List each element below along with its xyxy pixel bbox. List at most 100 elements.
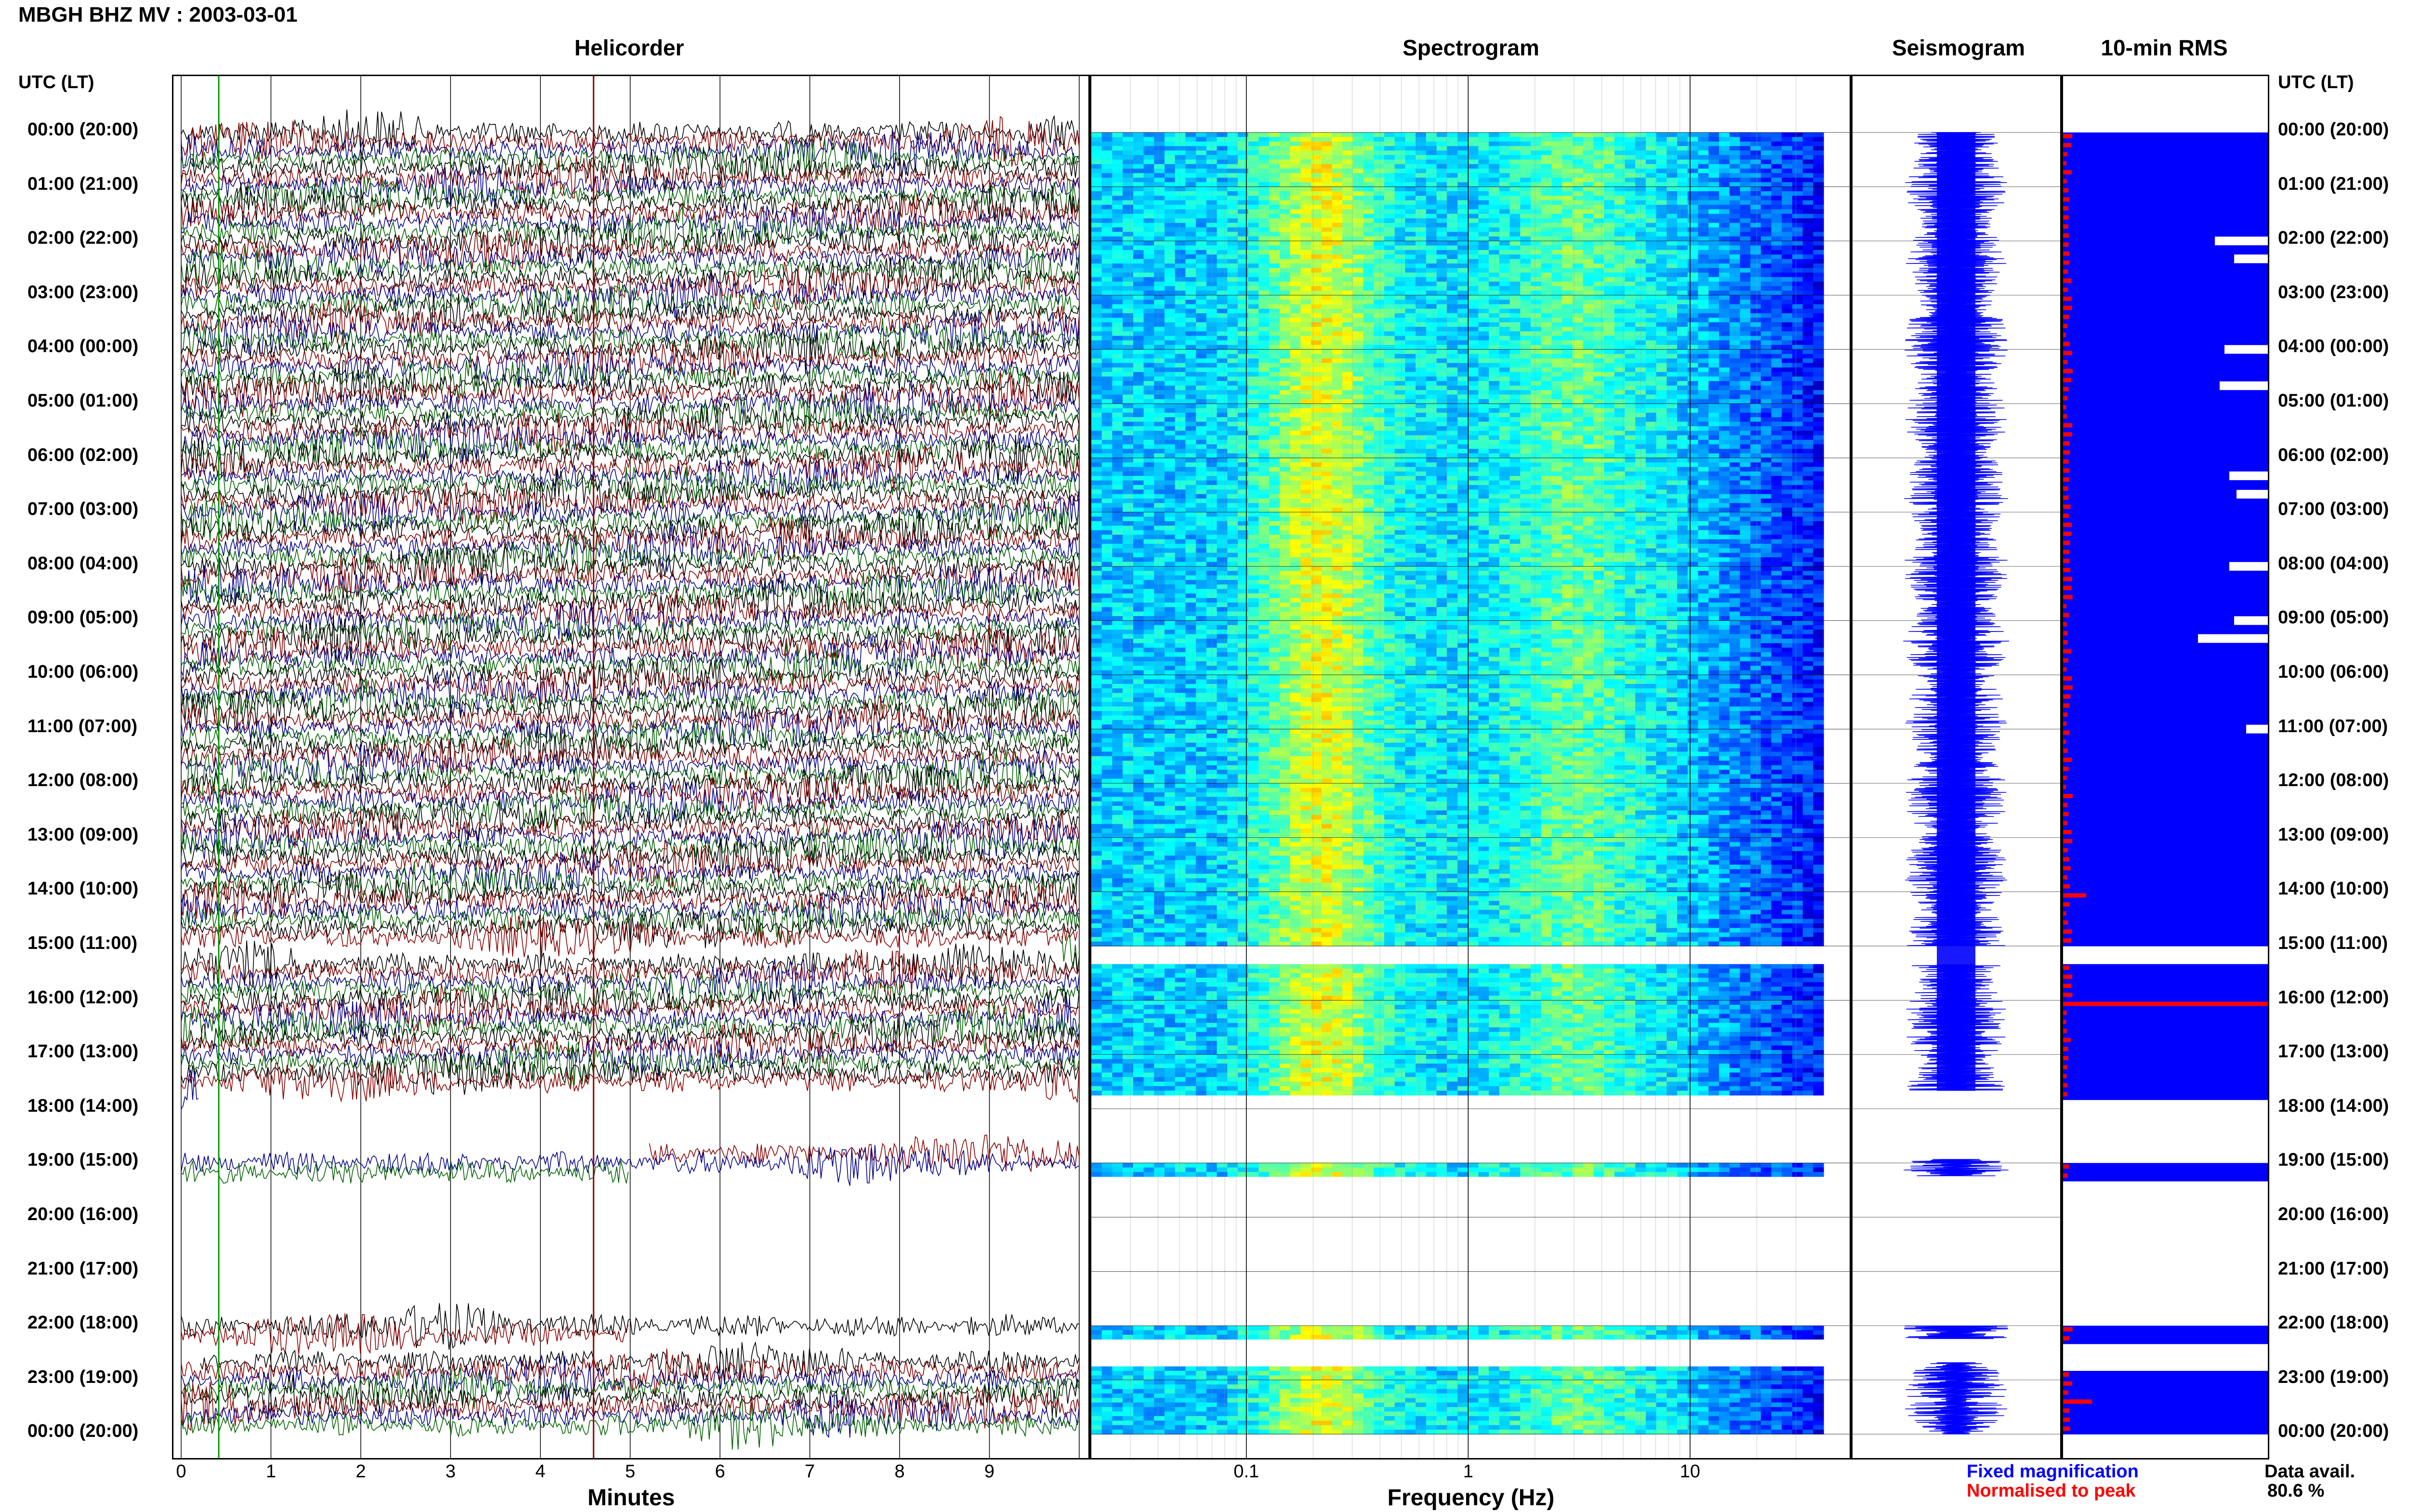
spectrogram-cell	[1572, 431, 1584, 436]
spectrogram-cell	[1614, 241, 1625, 246]
spectrogram-cell	[1143, 277, 1154, 282]
spectrogram-cell	[1123, 308, 1134, 314]
spectrogram-cell	[1478, 345, 1489, 350]
spectrogram-cell	[1384, 327, 1395, 332]
spectrogram-cell	[1489, 254, 1500, 260]
spectrogram-cell	[1436, 209, 1447, 214]
spectrogram-cell	[1352, 372, 1364, 377]
spectrogram-cell	[1258, 394, 1270, 400]
spectrogram-cell	[1771, 272, 1782, 277]
spectrogram-cell	[1143, 232, 1154, 237]
spectrogram-cell	[1708, 259, 1720, 264]
spectrogram-cell	[1321, 345, 1332, 350]
spectrogram-cell	[1562, 327, 1573, 332]
spectrogram-cell	[1352, 358, 1364, 364]
helicorder-trace	[181, 306, 1080, 357]
spectrogram-cell	[1321, 218, 1332, 224]
spectrogram-cell	[1196, 241, 1207, 246]
spectrogram-cell	[1656, 381, 1667, 386]
spectrogram-cell	[1112, 196, 1123, 201]
row-label-left: 22:00 (18:00)	[27, 1313, 139, 1333]
spectrogram-cell	[1509, 277, 1521, 282]
spectrogram-cell	[1143, 385, 1154, 391]
spectrogram-cell	[1604, 236, 1615, 241]
spectrogram-cell	[1321, 340, 1332, 345]
spectrogram-cell	[1708, 281, 1720, 287]
spectrogram-cell	[1457, 322, 1469, 328]
spectrogram-cell	[1604, 363, 1615, 368]
spectrogram-cell	[1520, 182, 1531, 187]
spectrogram-cell	[1175, 349, 1186, 355]
spectrogram-cell	[1374, 363, 1385, 368]
spectrogram-cell	[1614, 372, 1625, 377]
spectrogram-cell	[1478, 173, 1489, 178]
spectrogram-cell	[1123, 376, 1134, 381]
spectrogram-cell	[1101, 146, 1112, 151]
spectrogram-cell	[1112, 191, 1123, 196]
spectrogram-cell	[1729, 295, 1740, 300]
spectrogram-cell	[1813, 254, 1824, 260]
spectrogram-cell	[1520, 322, 1531, 328]
spectrogram-cell	[1154, 186, 1165, 192]
spectrogram-cell	[1269, 317, 1280, 323]
spectrogram-cell	[1175, 421, 1186, 427]
spectrogram-cell	[1478, 327, 1489, 332]
spectrogram-cell	[1551, 281, 1562, 287]
spectrogram-cell	[1436, 164, 1447, 169]
spectrogram-cell	[1248, 250, 1259, 255]
spectrogram-cell	[1394, 232, 1405, 237]
spectrogram-cell	[1217, 336, 1228, 341]
spectrogram-cell	[1238, 209, 1249, 214]
spectrogram-cell	[1101, 155, 1112, 160]
spectrogram-cell	[1258, 308, 1270, 314]
spectrogram-cell	[1394, 137, 1405, 142]
spectrogram-cell	[1802, 281, 1813, 287]
spectrogram-cell	[1290, 205, 1301, 210]
spectrogram-cell	[1509, 290, 1521, 296]
spectrogram-cell	[1813, 186, 1824, 192]
spectrogram-cell	[1572, 394, 1584, 400]
spectrogram-cell	[1782, 191, 1793, 196]
spectrogram-cell	[1729, 146, 1740, 151]
spectrogram-cell	[1468, 304, 1479, 309]
spectrogram-cell	[1750, 376, 1761, 381]
spectrogram-cell	[1363, 440, 1374, 445]
spectrogram-cell	[1750, 295, 1761, 300]
spectrogram-cell	[1363, 137, 1374, 142]
spectrogram-cell	[1196, 421, 1207, 427]
spectrogram-cell	[1154, 354, 1165, 359]
spectrogram-cell	[1269, 182, 1280, 187]
spectrogram-cell	[1687, 367, 1698, 372]
spectrogram-cell	[1457, 336, 1469, 341]
spectrogram-cell	[1279, 177, 1291, 183]
spectrogram-cell	[1614, 354, 1625, 359]
spectrogram-cell	[1290, 132, 1301, 137]
spectrogram-cell	[1531, 263, 1542, 269]
spectrogram-cell	[1489, 272, 1500, 277]
spectrogram-cell	[1426, 223, 1437, 228]
spectrogram-cell	[1656, 272, 1667, 277]
spectrogram-cell	[1332, 308, 1343, 314]
spectrogram-cell	[1217, 241, 1228, 246]
spectrogram-cell	[1217, 376, 1228, 381]
spectrogram-cell	[1143, 394, 1154, 400]
spectrogram-cell	[1290, 141, 1301, 146]
spectrogram-cell	[1499, 209, 1510, 214]
spectrogram-cell	[1729, 435, 1740, 440]
spectrogram-cell	[1468, 363, 1479, 368]
spectrogram-cell	[1740, 331, 1751, 336]
spectrogram-cell	[1269, 417, 1280, 422]
spectrogram-cell	[1185, 331, 1196, 336]
spectrogram-cell	[1342, 277, 1353, 282]
spectrogram-cell	[1782, 399, 1793, 404]
spectrogram-cell	[1541, 268, 1552, 273]
spectrogram-cell	[1394, 435, 1405, 440]
spectrogram-cell	[1719, 399, 1730, 404]
spectrogram-cell	[1112, 295, 1123, 300]
spectrogram-cell	[1332, 236, 1343, 241]
spectrogram-cell	[1468, 381, 1479, 386]
spectrogram-cell	[1520, 205, 1531, 210]
spectrogram-cell	[1258, 435, 1270, 440]
spectrogram-cell	[1489, 150, 1500, 156]
spectrogram-cell	[1771, 159, 1782, 165]
